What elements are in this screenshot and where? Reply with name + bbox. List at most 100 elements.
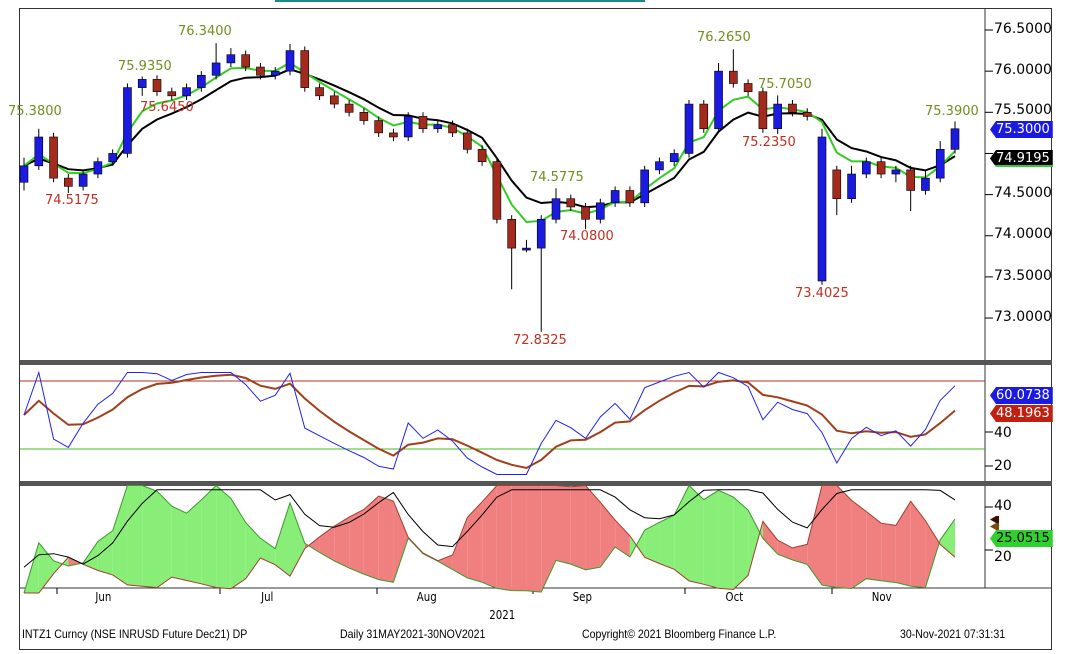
dmi-fill-segment	[644, 522, 660, 564]
candle	[743, 83, 753, 93]
dmi-fill-segment	[925, 520, 941, 588]
dmi-fill-segment	[363, 496, 379, 580]
chart-frame	[19, 8, 1052, 650]
dmi-fill-segment	[570, 485, 586, 570]
annotation-high: 75.3800	[8, 104, 62, 119]
dmi-fill-segment	[83, 541, 98, 571]
dmi-fill-segment	[703, 490, 719, 589]
dmi-fill-segment	[245, 522, 261, 579]
candle	[256, 66, 265, 76]
annotation-high: 75.3900	[925, 104, 979, 119]
candle	[714, 70, 723, 130]
dmi-fill-segment	[851, 500, 867, 589]
dmi-fill-segment	[393, 501, 409, 583]
candle	[832, 169, 842, 200]
dmi-fill-segment	[142, 485, 157, 588]
candle	[817, 136, 827, 282]
candle	[64, 177, 73, 187]
candle	[241, 54, 250, 68]
candle	[492, 161, 502, 220]
candle	[418, 116, 428, 130]
dmi-fill-segment	[718, 490, 734, 590]
dmi-fill-segment	[171, 506, 187, 581]
dmi-fill-segment	[600, 502, 616, 568]
candle	[108, 153, 117, 162]
dmi-fill-segment	[689, 485, 704, 585]
month-label: Jul	[261, 590, 274, 604]
dmi-y-tick: 20	[994, 549, 1012, 565]
annotation-low: 75.6450	[140, 100, 194, 115]
moving-average-badge: 74.9195	[990, 150, 1053, 167]
candle	[788, 103, 797, 113]
month-label: Jun	[95, 590, 112, 604]
dmi-fill-segment	[127, 485, 143, 587]
candle	[34, 136, 44, 167]
annotation-low: 73.4025	[795, 286, 849, 301]
dmi-fill-segment	[836, 485, 852, 589]
candle	[802, 112, 812, 117]
candle	[49, 136, 58, 179]
candle	[536, 218, 546, 249]
dmi-badge-dark	[990, 516, 999, 523]
annotation-low: 72.8325	[513, 333, 567, 348]
dmi-fill-segment	[910, 501, 926, 588]
candle	[950, 128, 960, 150]
dmi-fill-segment	[762, 521, 778, 555]
annotation-low: 74.5175	[45, 193, 99, 208]
dmi-fill-segment	[260, 538, 276, 565]
dmi-fill-segment	[866, 511, 882, 581]
candle	[374, 120, 383, 134]
dmi-fill-segment	[659, 515, 675, 570]
copyright: Copyright© 2021 Bloomberg Finance L.P.	[582, 627, 777, 641]
dmi-fill-segment	[349, 509, 364, 575]
y-tick: 73.0000	[994, 309, 1052, 325]
candle	[655, 161, 664, 171]
dmi-fill-segment	[38, 542, 54, 593]
candle	[197, 74, 206, 88]
dmi-badge-brown	[990, 523, 999, 530]
annotation-high: 75.7050	[758, 77, 812, 92]
dmi-fill-segment	[541, 485, 556, 593]
candle	[921, 177, 930, 191]
dmi-minus-line	[24, 484, 956, 594]
annotation-high: 76.3400	[178, 24, 232, 39]
rsi-line	[23, 370, 956, 475]
candle	[433, 124, 443, 130]
candle	[758, 91, 768, 130]
year-label: 2021	[489, 608, 516, 622]
dmi-fill-segment	[201, 485, 217, 588]
candle	[522, 247, 531, 251]
candle	[684, 103, 694, 154]
candle	[551, 198, 561, 220]
dmi-fill-segment	[585, 485, 601, 570]
candle	[625, 190, 635, 204]
annotation-high: 74.5775	[530, 170, 584, 185]
candle	[862, 161, 871, 175]
dmi-fill-segment	[615, 520, 630, 557]
y-tick: 75.5000	[994, 102, 1052, 118]
rsi-y-tick: 40	[994, 425, 1012, 441]
y-tick: 73.5000	[994, 268, 1052, 284]
dmi-fill-segment	[777, 540, 793, 560]
y-tick: 76.5000	[994, 21, 1052, 37]
annotation-high: 76.2650	[697, 30, 751, 45]
dmi-fill-segment	[186, 499, 202, 584]
dmi-fill-segment	[748, 510, 763, 576]
annotation-low: 74.0800	[560, 229, 614, 244]
candle	[729, 70, 738, 84]
dmi-fill-segment	[334, 517, 350, 569]
candle	[906, 169, 915, 191]
candle	[477, 149, 487, 162]
candle	[300, 50, 310, 88]
candle	[699, 103, 709, 130]
candle	[596, 202, 605, 220]
timestamp: 30-Nov-2021 07:31:31	[900, 627, 1006, 641]
ma-fast-line	[23, 61, 956, 224]
dmi-fill-segment	[496, 485, 512, 591]
month-label: Sep	[572, 590, 592, 604]
dmi-fill-segment	[378, 496, 394, 583]
candle	[581, 206, 590, 220]
dmi-y-tick: 40	[994, 498, 1012, 514]
dmi-fill-segment	[97, 530, 113, 575]
